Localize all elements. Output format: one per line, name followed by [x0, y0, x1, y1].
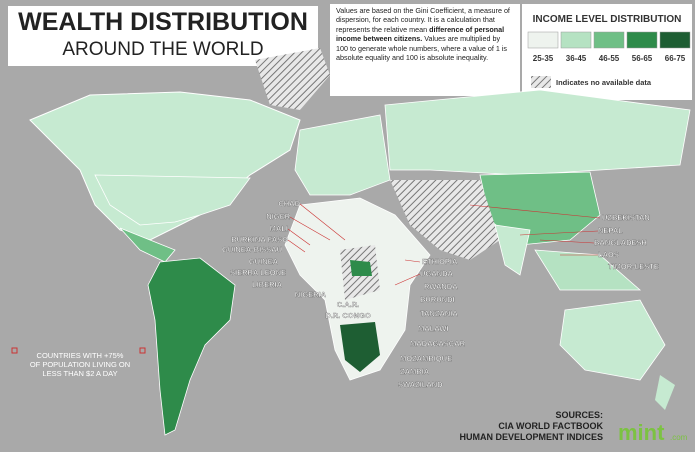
- country-label: MALI: [270, 224, 288, 233]
- car: [350, 260, 372, 276]
- legend-swatch: [659, 31, 691, 49]
- title-box: [8, 6, 318, 66]
- country-label: LAOS: [598, 250, 619, 259]
- leader-lines: [287, 203, 601, 286]
- country-label: D.R. CONGO: [325, 311, 371, 320]
- legend-label: 46-55: [599, 54, 620, 63]
- southern-africa: [340, 322, 380, 372]
- country-label: SIERRA LEONE: [230, 268, 286, 277]
- country-label: CHAD: [278, 199, 300, 208]
- legend-label: 25-35: [533, 54, 554, 63]
- europe: [294, 114, 391, 196]
- australia: [559, 299, 666, 381]
- country-label: BANGLADESH: [594, 238, 647, 247]
- source: CIA WORLD FACTBOOK: [498, 421, 603, 431]
- no-data-swatch: [531, 76, 551, 88]
- note-line: COUNTRIES WITH +75%: [37, 351, 124, 360]
- country-label: LIBERIA: [252, 280, 283, 289]
- central-america: [119, 227, 176, 263]
- southeast-asia: [534, 249, 642, 291]
- new-zealand: [655, 375, 675, 410]
- note-line: OF POPULATION LIVING ON: [30, 360, 130, 369]
- country-label: MADAGASCAR: [410, 339, 466, 348]
- source: HUMAN DEVELOPMENT INDICES: [459, 432, 603, 442]
- country-label: TANZANIA: [420, 309, 458, 318]
- legend-swatch: [560, 31, 592, 49]
- country-labels: CHAD NIGER MALI BURKINA FASO GUINEA-BISS…: [222, 199, 659, 389]
- country-label: NIGERIA: [295, 290, 327, 299]
- legend-label: 66-75: [665, 54, 686, 63]
- note-corner: [11, 347, 18, 354]
- country-label: NIGER: [266, 212, 290, 221]
- country-label: UZBEKISTAN: [602, 213, 650, 222]
- country-label: TIMOR-LESTE: [608, 262, 659, 271]
- country-label: ETHIOPIA: [422, 257, 458, 266]
- sources-heading: SOURCES:: [555, 410, 603, 420]
- note-corner: [139, 347, 146, 354]
- title: WEALTH DISTRIBUTION: [18, 8, 308, 36]
- country-label: C.A.R.: [337, 300, 360, 309]
- country-label: ZAMBIA: [400, 367, 430, 376]
- greenland: [255, 48, 330, 110]
- country-label: GUINEA: [249, 257, 279, 266]
- legend-label: 56-65: [632, 54, 653, 63]
- description: Values are based on the Gini Coefficient…: [336, 6, 510, 63]
- legend-title: INCOME LEVEL DISTRIBUTION: [533, 14, 682, 25]
- russia: [384, 89, 691, 176]
- south-america: [147, 257, 236, 436]
- country-label: MALAWI: [418, 324, 448, 333]
- logo-suffix: .com: [670, 433, 688, 442]
- middle-east: [390, 180, 500, 260]
- country-label: BURKINA FASO: [231, 235, 288, 244]
- country-label: BURUNDI: [420, 295, 455, 304]
- legend: 25-35 36-45 46-55 56-65 66-75: [527, 31, 691, 63]
- legend-swatch: [527, 31, 559, 49]
- usa: [94, 174, 251, 226]
- india: [494, 224, 531, 276]
- country-label: MOZAMBIQUE: [400, 354, 452, 363]
- subtitle: AROUND THE WORLD: [62, 39, 263, 60]
- no-data-label: Indicates no available data: [556, 78, 652, 87]
- description-box: [330, 4, 520, 96]
- country-label: RWANDA: [424, 282, 458, 291]
- logo: mint: [618, 420, 665, 445]
- legend-label: 36-45: [566, 54, 587, 63]
- country-label: GUINEA-BISSAU: [222, 245, 282, 254]
- legend-swatch: [593, 31, 625, 49]
- country-label: SWAZILAND: [398, 380, 443, 389]
- note-line: LESS THAN $2 A DAY: [42, 369, 117, 378]
- country-label: UGANDA: [420, 269, 453, 278]
- country-label: NEPAL: [598, 226, 623, 235]
- legend-swatch: [626, 31, 658, 49]
